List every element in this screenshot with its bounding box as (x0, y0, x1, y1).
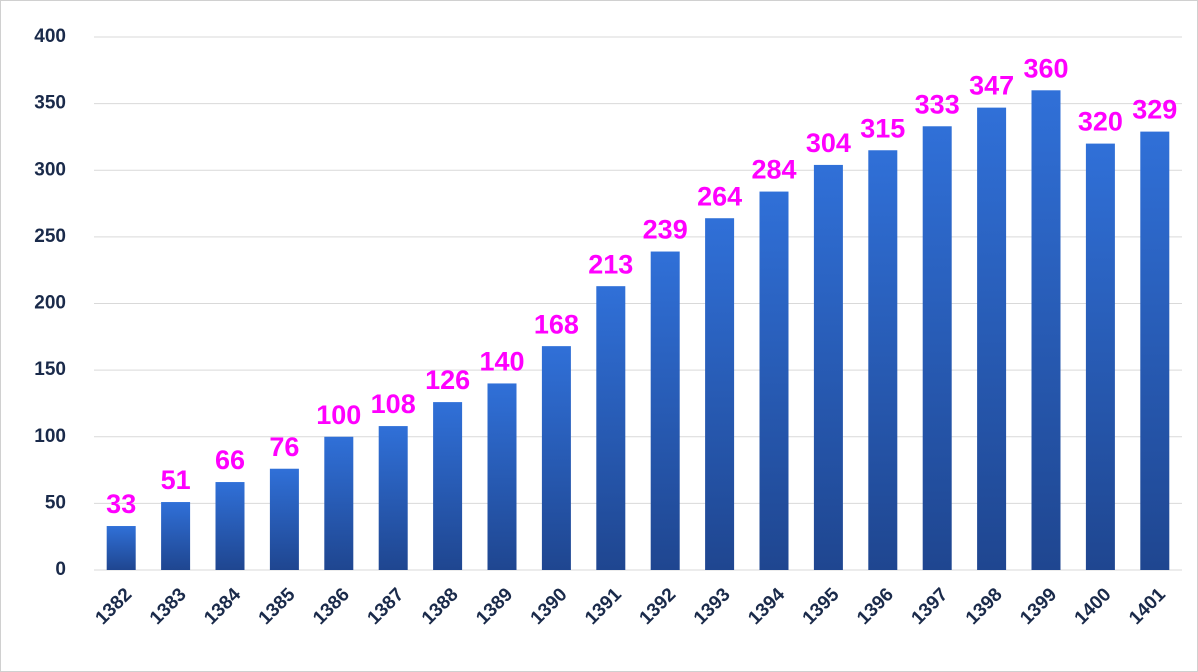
data-label: 360 (1023, 53, 1068, 83)
bar (868, 150, 898, 570)
data-label: 126 (425, 365, 470, 395)
data-label: 66 (215, 445, 245, 475)
data-label: 264 (697, 181, 742, 211)
y-tick-label: 150 (34, 359, 66, 380)
data-label: 168 (534, 309, 579, 339)
bar (324, 436, 354, 570)
bar (1140, 131, 1170, 571)
data-label: 33 (106, 489, 136, 519)
data-label: 329 (1132, 95, 1177, 125)
data-label: 239 (643, 215, 688, 245)
data-label: 213 (588, 249, 633, 279)
y-tick-label: 0 (55, 559, 66, 580)
data-label: 304 (806, 128, 851, 158)
bar (378, 426, 408, 570)
bar (596, 286, 626, 570)
bar (269, 468, 299, 570)
bar (433, 402, 463, 570)
data-label: 315 (860, 113, 905, 143)
y-tick-label: 250 (34, 226, 66, 247)
bar (215, 482, 245, 570)
data-label: 347 (969, 71, 1014, 101)
bar (487, 383, 517, 570)
bar (1085, 143, 1115, 570)
bar (541, 346, 571, 570)
bar (705, 218, 735, 570)
bar (106, 526, 136, 570)
y-tick-label: 50 (45, 492, 66, 513)
y-tick-label: 200 (34, 293, 66, 314)
bar (1031, 90, 1061, 571)
data-label: 140 (479, 347, 524, 377)
data-label: 100 (316, 400, 361, 430)
y-tick-label: 350 (34, 93, 66, 114)
bar (922, 126, 952, 570)
bar (977, 107, 1007, 570)
data-label: 284 (751, 155, 796, 185)
y-tick-label: 100 (34, 426, 66, 447)
bar (759, 191, 789, 570)
bar (813, 164, 843, 571)
y-tick-label: 300 (34, 159, 66, 180)
y-tick-label: 400 (34, 26, 66, 47)
data-label: 108 (371, 389, 416, 419)
bar (161, 502, 191, 570)
data-label: 51 (161, 465, 191, 495)
bar (650, 251, 680, 570)
data-label: 320 (1078, 107, 1123, 137)
data-label: 76 (269, 432, 299, 462)
data-label: 333 (915, 89, 960, 119)
